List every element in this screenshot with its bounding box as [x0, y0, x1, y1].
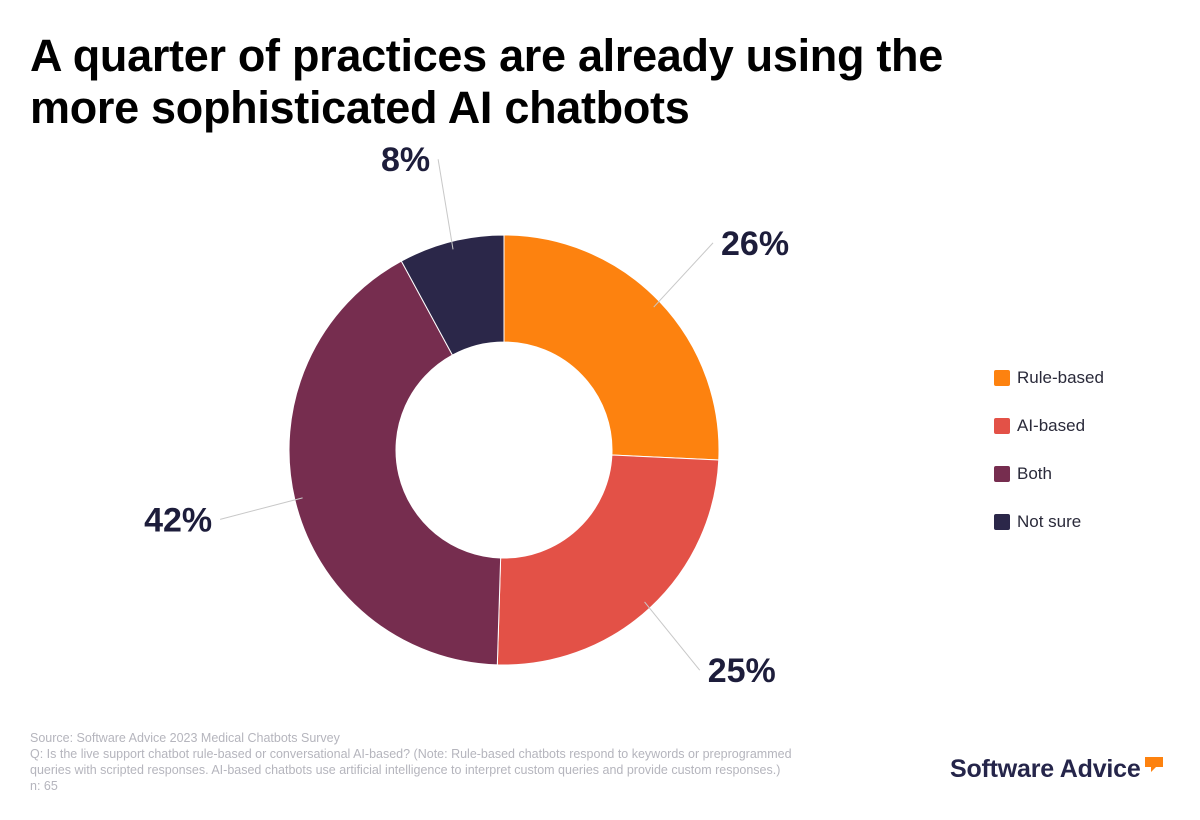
legend-label-rule-based: Rule-based	[1017, 368, 1104, 387]
question-note-line-2: queries with scripted responses. AI-base…	[30, 763, 781, 777]
chart-title-line-2: more sophisticated AI chatbots	[30, 82, 690, 133]
legend-item-ai-based[interactable]: AI-based	[994, 414, 1104, 438]
label-leader-lines	[220, 159, 714, 671]
legend-swatch-not-sure	[994, 514, 1010, 530]
data-label-both: 42%	[144, 501, 212, 539]
software-advice-logo: Software Advice	[950, 752, 1164, 786]
leader-line-rule-based	[653, 242, 714, 308]
question-note-line-1: Q: Is the live support chatbot rule-base…	[30, 747, 792, 761]
donut-slice-not-sure[interactable]	[400, 234, 505, 356]
donut-slices	[288, 234, 720, 666]
legend-swatch-ai-based	[994, 418, 1010, 434]
donut-slice-rule-based[interactable]	[503, 234, 720, 461]
legend-label-ai-based: AI-based	[1017, 416, 1086, 435]
footer-notes: Source: Software Advice 2023 Medical Cha…	[30, 730, 910, 794]
legend-item-both[interactable]: Both	[994, 462, 1104, 486]
sample-size-note: n: 65	[30, 779, 58, 793]
source-note: Source: Software Advice 2023 Medical Cha…	[30, 731, 340, 745]
data-label-rule-based: 26%	[721, 225, 789, 263]
leader-line-ai-based	[644, 601, 701, 671]
leader-line-not-sure	[437, 159, 454, 250]
brand-name: Software Advice	[950, 755, 1141, 783]
data-label-not-sure: 8%	[381, 141, 430, 179]
legend: Rule-based AI-based Both Not sure	[994, 366, 1104, 558]
leader-line-both	[220, 497, 303, 520]
legend-label-both: Both	[1017, 464, 1052, 483]
legend-swatch-rule-based	[994, 370, 1010, 386]
data-labels: 26% 25% 42% 8%	[144, 141, 789, 690]
legend-item-not-sure[interactable]: Not sure	[994, 510, 1104, 534]
chart-title-line-1: A quarter of practices are already using…	[30, 30, 943, 81]
legend-item-rule-based[interactable]: Rule-based	[994, 366, 1104, 390]
speech-bubble-icon	[1144, 757, 1163, 772]
legend-swatch-both	[994, 466, 1010, 482]
donut-slice-ai-based[interactable]	[496, 454, 720, 666]
data-label-ai-based: 25%	[708, 652, 776, 690]
chart-title: A quarter of practices are already using…	[30, 30, 1130, 134]
donut-slice-both[interactable]	[288, 260, 502, 666]
legend-label-not-sure: Not sure	[1017, 512, 1082, 531]
